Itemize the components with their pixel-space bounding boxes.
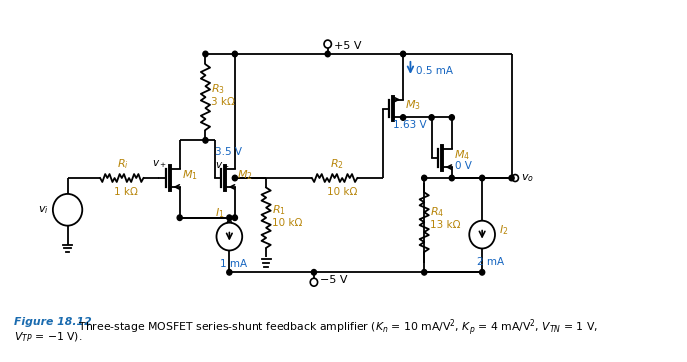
Text: +: + <box>63 198 73 211</box>
Text: −5 V: −5 V <box>320 275 348 285</box>
Circle shape <box>53 194 82 226</box>
Circle shape <box>311 270 317 275</box>
Text: $M_3$: $M_3$ <box>405 99 420 113</box>
Text: 0.5 mA: 0.5 mA <box>416 66 453 76</box>
Text: 10 kΩ: 10 kΩ <box>327 187 358 197</box>
Text: $v_o$: $v_o$ <box>521 172 534 184</box>
Text: $I_1$: $I_1$ <box>214 206 224 220</box>
Circle shape <box>311 278 317 286</box>
Text: $R_4$: $R_4$ <box>430 205 444 219</box>
Circle shape <box>480 270 485 275</box>
Circle shape <box>227 215 232 220</box>
Circle shape <box>401 115 405 120</box>
Circle shape <box>401 51 405 57</box>
Text: $R_2$: $R_2$ <box>330 157 344 171</box>
Text: 0 V: 0 V <box>455 161 473 171</box>
Circle shape <box>509 175 514 181</box>
Circle shape <box>232 215 238 220</box>
Text: +5 V: +5 V <box>334 41 361 51</box>
Circle shape <box>449 115 454 120</box>
Text: 3 kΩ: 3 kΩ <box>211 97 235 107</box>
Circle shape <box>422 270 427 275</box>
Text: Three-stage MOSFET series-shunt feedback amplifier ($K_n$ = 10 mA/V$^2$, $K_p$ =: Three-stage MOSFET series-shunt feedback… <box>75 317 598 338</box>
Circle shape <box>232 51 238 57</box>
Circle shape <box>232 175 238 181</box>
Circle shape <box>449 175 454 181</box>
Circle shape <box>227 270 232 275</box>
Text: $v_+$: $v_+$ <box>152 158 167 170</box>
Text: 1 kΩ: 1 kΩ <box>115 187 138 197</box>
Text: 10 kΩ: 10 kΩ <box>271 218 302 228</box>
Circle shape <box>203 138 208 143</box>
Circle shape <box>480 175 485 181</box>
Circle shape <box>203 51 208 57</box>
Text: $V_{TP}$ = $-$1 V).: $V_{TP}$ = $-$1 V). <box>14 331 82 344</box>
Text: $R_i$: $R_i$ <box>117 157 129 171</box>
Text: 2 mA: 2 mA <box>477 257 504 268</box>
Text: $M_4$: $M_4$ <box>453 148 470 162</box>
Circle shape <box>324 40 331 48</box>
Circle shape <box>469 221 495 248</box>
Circle shape <box>512 174 519 181</box>
Text: $v_i$: $v_i$ <box>38 204 49 216</box>
Text: $R_1$: $R_1$ <box>271 203 286 217</box>
Text: 1 mA: 1 mA <box>220 259 247 269</box>
Text: $M_1$: $M_1$ <box>181 168 197 182</box>
Text: $M_2$: $M_2$ <box>237 168 252 182</box>
Circle shape <box>325 51 330 57</box>
Text: 13 kΩ: 13 kΩ <box>430 220 460 230</box>
Text: 3.5 V: 3.5 V <box>214 147 242 157</box>
Circle shape <box>177 215 182 220</box>
Text: $I_2$: $I_2$ <box>499 223 508 236</box>
Text: $v_-$: $v_-$ <box>214 159 229 169</box>
Circle shape <box>216 223 243 251</box>
Text: Figure 18.12: Figure 18.12 <box>14 317 92 327</box>
Text: 1.63 V: 1.63 V <box>393 121 427 130</box>
Text: $R_3$: $R_3$ <box>211 82 225 96</box>
Text: −: − <box>62 209 74 223</box>
Circle shape <box>429 115 434 120</box>
Circle shape <box>422 175 427 181</box>
